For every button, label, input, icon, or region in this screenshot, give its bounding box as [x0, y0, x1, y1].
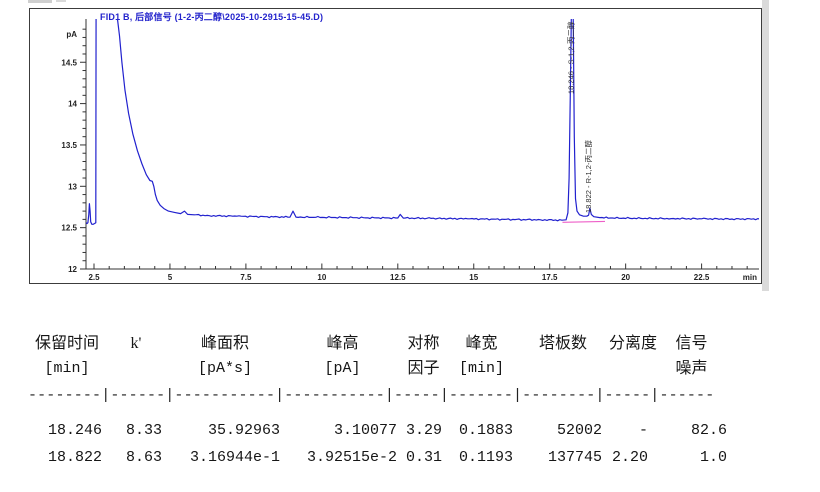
peak-data-cell: 8.63	[125, 449, 162, 466]
table-header-cell: 峰高	[326, 335, 359, 352]
peak-data-cell: 3.92515e-2	[306, 449, 397, 466]
table-units-cell: [pA]	[324, 360, 361, 377]
page-edge-artifact	[28, 0, 52, 3]
table-header-row: 保留时间 k' 峰面积 峰高 对称 峰宽 塔板数 分离度 信号	[28, 331, 731, 356]
x-tick-label: 20	[621, 273, 630, 282]
table-separator: --------|------|-----------|-----------|…	[28, 387, 715, 404]
peak-data-cell: 18.246	[47, 422, 102, 439]
x-axis-unit: min	[743, 273, 757, 282]
peak-data-cell: 18.822	[47, 449, 102, 466]
peak-data-cell: 3.10077	[333, 422, 397, 439]
page-edge-artifact-2	[56, 0, 66, 2]
x-tick-label: 5	[168, 273, 173, 282]
table-units-cell: [min]	[44, 360, 90, 377]
page-edge-strip	[762, 0, 769, 291]
peak-data-row: 18.246 8.33 35.92963 3.10077 3.29 0.1883 52002…	[28, 417, 731, 444]
table-units-cell	[609, 356, 652, 381]
peak-label: 18.246 - S-1,2-丙二醇	[565, 21, 575, 94]
y-tick-label: 13.5	[61, 141, 77, 150]
table-units-row: [min] [pA*s] [pA] 因子 [min] 噪声	[28, 356, 731, 381]
x-tick-label: 7.5	[240, 273, 252, 282]
peak-data-cell: 82.6	[690, 422, 727, 439]
table-units-cell: 因子	[407, 360, 440, 377]
x-tick-label: 17.5	[542, 273, 558, 282]
table-header-cell: 峰面积	[200, 335, 249, 352]
peak-results-table: 保留时间 k' 峰面积 峰高 对称 峰宽 塔板数 分离度 信号 [min] [pA*s] [pA] 因子…	[28, 331, 731, 472]
table-header-cell: 塔板数	[538, 335, 587, 352]
peak-data-cell: 3.29	[405, 422, 442, 439]
x-tick-label: 2.5	[88, 273, 100, 282]
y-tick-label: 12	[68, 265, 77, 274]
table-header-cell: k'	[130, 335, 142, 352]
y-tick-label: 12.5	[61, 224, 77, 233]
peak-data-cell: 35.92963	[207, 422, 280, 439]
y-tick-label: 13	[68, 182, 77, 191]
y-tick-label: 14.5	[61, 58, 77, 67]
peak-label: 18.822 - R-1,2-丙二醇	[583, 140, 593, 213]
table-header-cell: 保留时间	[34, 335, 99, 352]
x-tick-label: 15	[469, 273, 478, 282]
peak-data-cell: 1.0	[699, 449, 727, 466]
peak-data-cell: 137745	[547, 449, 602, 466]
chromatogram-panel: FID1 B, 后部信号 (1-2-丙二醇\2025-10-2915-15-45…	[29, 8, 762, 284]
table-header-cell: 峰宽	[465, 335, 498, 352]
signal-trace	[86, 19, 759, 225]
table-units-cell: [min]	[458, 360, 504, 377]
x-tick-label: 22.5	[694, 273, 710, 282]
table-header-cell: 信号	[675, 335, 708, 352]
y-axis-unit: pA	[66, 30, 77, 39]
y-tick-label: 14	[68, 100, 77, 109]
peak-data-cell: 0.1883	[458, 422, 513, 439]
x-tick-label: 10	[317, 273, 326, 282]
peak-data-cell: 0.1193	[458, 449, 513, 466]
table-header-cell: 对称	[407, 335, 440, 352]
peak-data-cell: 0.31	[405, 449, 442, 466]
table-units-cell: [pA*s]	[197, 360, 252, 377]
table-units-cell	[517, 356, 609, 381]
peak-data-cell: 52002	[556, 422, 602, 439]
x-tick-label: 12.5	[390, 273, 406, 282]
peak-data-cell: 8.33	[125, 422, 162, 439]
peak-data-row: 18.822 8.63 3.16944e-1 3.92515e-2 0.31 0.1193…	[28, 444, 731, 472]
table-units-cell: 噪声	[675, 360, 708, 377]
table-units-cell	[106, 356, 166, 381]
table-header-cell: 分离度	[609, 335, 658, 352]
chart-title: FID1 B, 后部信号 (1-2-丙二醇\2025-10-2915-15-45…	[100, 12, 324, 22]
peak-data-cell: -	[638, 422, 648, 439]
integration-baseline	[562, 220, 606, 223]
chromatogram-plot: 12 12.5 13 13.5 14 14.5 pA 2.5 5 7.5 10 12.5 15 17.5 2…	[61, 19, 759, 282]
peak-data-cell: 2.20	[611, 449, 648, 466]
peak-data-cell: 3.16944e-1	[189, 449, 280, 466]
